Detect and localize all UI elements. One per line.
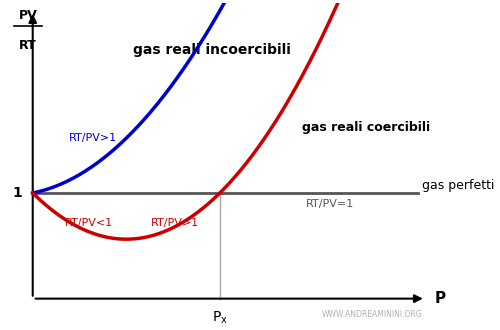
Text: gas reali coercibili: gas reali coercibili xyxy=(302,121,430,134)
Text: RT/PV=1: RT/PV=1 xyxy=(306,199,354,209)
Text: $\mathrm{P_x}$: $\mathrm{P_x}$ xyxy=(212,309,228,326)
Text: RT: RT xyxy=(20,39,37,52)
Text: gas perfetti: gas perfetti xyxy=(422,179,494,192)
Text: RT/PV>1: RT/PV>1 xyxy=(151,217,199,228)
Text: PV: PV xyxy=(19,9,38,22)
Text: gas reali incoercibili: gas reali incoercibili xyxy=(134,43,292,57)
Text: WWW.ANDREAMININI.ORG: WWW.ANDREAMININI.ORG xyxy=(322,310,422,319)
Text: RT/PV>1: RT/PV>1 xyxy=(68,133,116,143)
Text: 1: 1 xyxy=(12,186,22,200)
Text: RT/PV<1: RT/PV<1 xyxy=(65,217,113,228)
Text: P: P xyxy=(435,291,446,306)
